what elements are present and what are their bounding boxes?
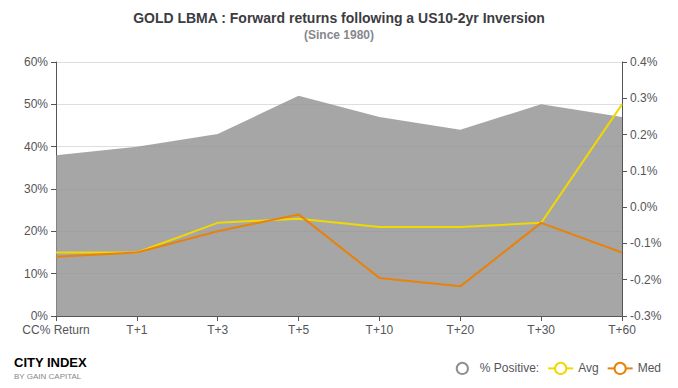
svg-text:60%: 60% — [24, 55, 48, 69]
svg-text:T+60: T+60 — [608, 323, 636, 337]
svg-text:-0.1%: -0.1% — [630, 236, 662, 250]
svg-text:40%: 40% — [24, 140, 48, 154]
svg-text:0.1%: 0.1% — [630, 164, 658, 178]
svg-text:-0.2%: -0.2% — [630, 273, 662, 287]
svg-text:T+5: T+5 — [288, 323, 309, 337]
svg-text:10%: 10% — [24, 267, 48, 281]
svg-text:CITY: CITY — [14, 355, 44, 370]
svg-text:T+10: T+10 — [366, 323, 394, 337]
svg-text:(Since 1980): (Since 1980) — [304, 28, 374, 42]
svg-text:-0.3%: -0.3% — [630, 309, 662, 323]
svg-text:T+30: T+30 — [527, 323, 555, 337]
svg-text:CC% Return: CC% Return — [22, 323, 89, 337]
svg-text:0.3%: 0.3% — [630, 91, 658, 105]
svg-text:30%: 30% — [24, 182, 48, 196]
svg-text:Med: Med — [638, 361, 661, 375]
svg-text:T+20: T+20 — [446, 323, 474, 337]
svg-text:Avg: Avg — [578, 361, 598, 375]
svg-text:T+1: T+1 — [126, 323, 147, 337]
svg-text:20%: 20% — [24, 224, 48, 238]
svg-text:0%: 0% — [31, 309, 49, 323]
svg-text:GOLD LBMA : Forward returns fo: GOLD LBMA : Forward returns following a … — [133, 10, 545, 26]
svg-text:0.4%: 0.4% — [630, 55, 658, 69]
svg-text:BY GAIN CAPITAL: BY GAIN CAPITAL — [14, 372, 82, 381]
svg-text:0.0%: 0.0% — [630, 200, 658, 214]
svg-text:0.2%: 0.2% — [630, 128, 658, 142]
svg-text:% Positive:: % Positive: — [480, 361, 539, 375]
svg-text:50%: 50% — [24, 97, 48, 111]
svg-text:T+3: T+3 — [207, 323, 228, 337]
svg-text:INDEX: INDEX — [47, 355, 87, 370]
